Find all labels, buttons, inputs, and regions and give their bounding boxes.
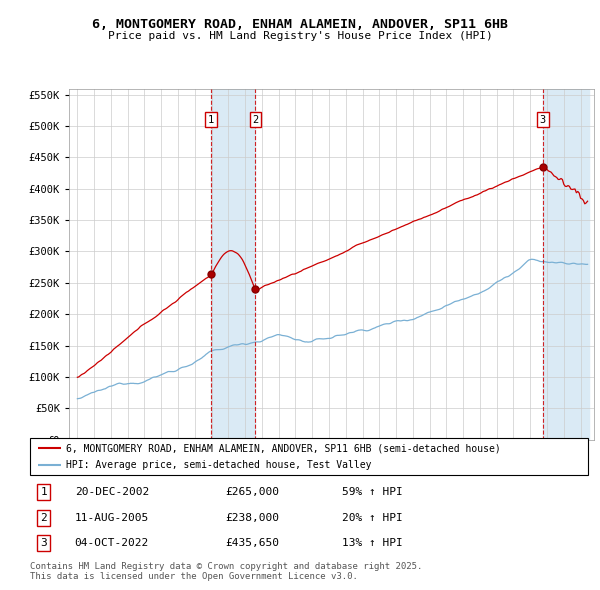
Text: 11-AUG-2005: 11-AUG-2005 (74, 513, 149, 523)
Text: HPI: Average price, semi-detached house, Test Valley: HPI: Average price, semi-detached house,… (66, 460, 372, 470)
Text: 2: 2 (252, 115, 259, 125)
Text: 13% ↑ HPI: 13% ↑ HPI (343, 538, 403, 548)
Bar (543, 88, 589, 440)
Text: 2: 2 (41, 513, 47, 523)
Text: 3: 3 (41, 538, 47, 548)
Text: Contains HM Land Registry data © Crown copyright and database right 2025.
This d: Contains HM Land Registry data © Crown c… (30, 562, 422, 581)
Bar (211, 88, 256, 440)
Text: 59% ↑ HPI: 59% ↑ HPI (343, 487, 403, 497)
Text: £265,000: £265,000 (226, 487, 279, 497)
Text: 04-OCT-2022: 04-OCT-2022 (74, 538, 149, 548)
Text: Price paid vs. HM Land Registry's House Price Index (HPI): Price paid vs. HM Land Registry's House … (107, 31, 493, 41)
Text: 1: 1 (208, 115, 214, 125)
Text: 6, MONTGOMERY ROAD, ENHAM ALAMEIN, ANDOVER, SP11 6HB (semi-detached house): 6, MONTGOMERY ROAD, ENHAM ALAMEIN, ANDOV… (66, 443, 501, 453)
Text: 6, MONTGOMERY ROAD, ENHAM ALAMEIN, ANDOVER, SP11 6HB: 6, MONTGOMERY ROAD, ENHAM ALAMEIN, ANDOV… (92, 18, 508, 31)
Text: £238,000: £238,000 (226, 513, 279, 523)
Text: 1: 1 (41, 487, 47, 497)
Text: £435,650: £435,650 (226, 538, 279, 548)
Text: 20-DEC-2002: 20-DEC-2002 (74, 487, 149, 497)
Text: 3: 3 (540, 115, 546, 125)
Text: 20% ↑ HPI: 20% ↑ HPI (343, 513, 403, 523)
